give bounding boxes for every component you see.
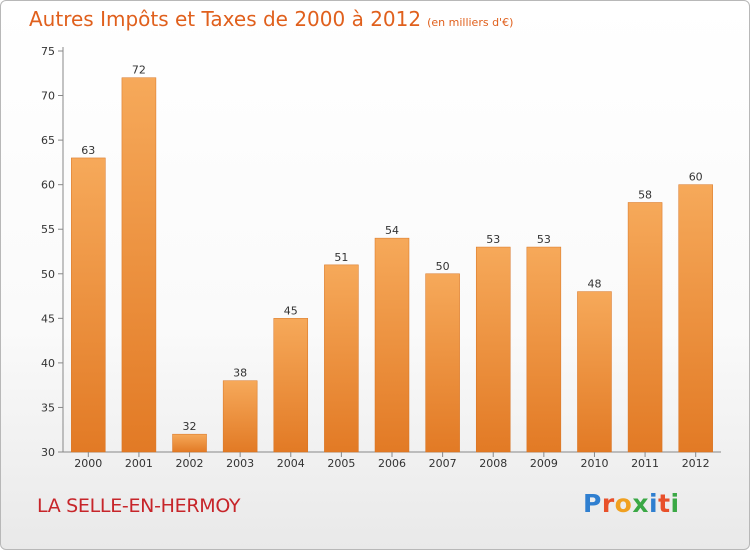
bar: [526, 246, 562, 453]
bar: [678, 184, 713, 453]
y-tick-label: 45: [41, 312, 55, 325]
bar: [71, 157, 106, 453]
y-tick-label: 40: [41, 357, 55, 370]
data-label: 72: [132, 64, 146, 77]
x-tick-label: 2003: [226, 457, 254, 470]
data-label: 54: [385, 224, 399, 237]
logo-letter: P: [583, 489, 602, 518]
data-label: 38: [233, 367, 247, 380]
bar: [273, 318, 309, 453]
y-tick-label: 55: [41, 223, 55, 236]
x-tick-label: 2000: [74, 457, 102, 470]
data-label: 58: [638, 188, 652, 201]
x-tick-label: 2012: [682, 457, 710, 470]
data-label: 45: [284, 304, 298, 317]
bar: [222, 380, 258, 453]
logo-letter: i: [649, 489, 659, 518]
data-label: 63: [81, 144, 95, 157]
x-tick-label: 2009: [530, 457, 558, 470]
chart-title-text: Autres Impôts et Taxes de 2000 à 2012: [29, 7, 422, 31]
x-tick-label: 2004: [277, 457, 305, 470]
y-tick-label: 65: [41, 134, 55, 147]
data-label: 51: [334, 251, 348, 264]
y-tick-label: 30: [41, 446, 55, 459]
data-label: 32: [183, 420, 197, 433]
bar: [577, 291, 612, 453]
x-tick-label: 2011: [631, 457, 659, 470]
x-tick-label: 2005: [327, 457, 355, 470]
bar: [475, 246, 511, 453]
proxiti-logo: Proxiti: [583, 489, 680, 518]
x-tick-label: 2001: [125, 457, 153, 470]
x-tick-label: 2007: [429, 457, 457, 470]
bar: [121, 77, 157, 453]
bar: [425, 273, 460, 453]
x-tick-label: 2008: [479, 457, 507, 470]
x-tick-label: 2006: [378, 457, 406, 470]
bar: [627, 202, 663, 453]
data-label: 53: [537, 233, 551, 246]
data-label: 48: [587, 278, 601, 291]
chart-title: Autres Impôts et Taxes de 2000 à 2012 (en…: [29, 7, 513, 31]
y-tick-label: 35: [41, 401, 55, 414]
data-label: 50: [436, 260, 450, 273]
bar: [172, 433, 207, 453]
logo-letter: x: [632, 489, 649, 518]
data-label: 53: [486, 233, 500, 246]
x-tick-label: 2010: [580, 457, 608, 470]
chart-unit: (en milliers d'€): [427, 16, 514, 29]
y-tick-label: 60: [41, 179, 55, 192]
y-tick-label: 70: [41, 90, 55, 103]
logo-letter: r: [601, 489, 615, 518]
y-tick-label: 75: [41, 45, 55, 58]
bar: [324, 264, 359, 453]
y-tick-label: 50: [41, 268, 55, 281]
x-tick-label: 2002: [176, 457, 204, 470]
commune-name: LA SELLE-EN-HERMOY: [37, 495, 241, 517]
bar: [374, 237, 410, 453]
logo-letter: t: [658, 489, 671, 518]
logo-letter: i: [670, 489, 680, 518]
logo-letter: o: [614, 489, 633, 518]
data-label: 60: [689, 171, 703, 184]
